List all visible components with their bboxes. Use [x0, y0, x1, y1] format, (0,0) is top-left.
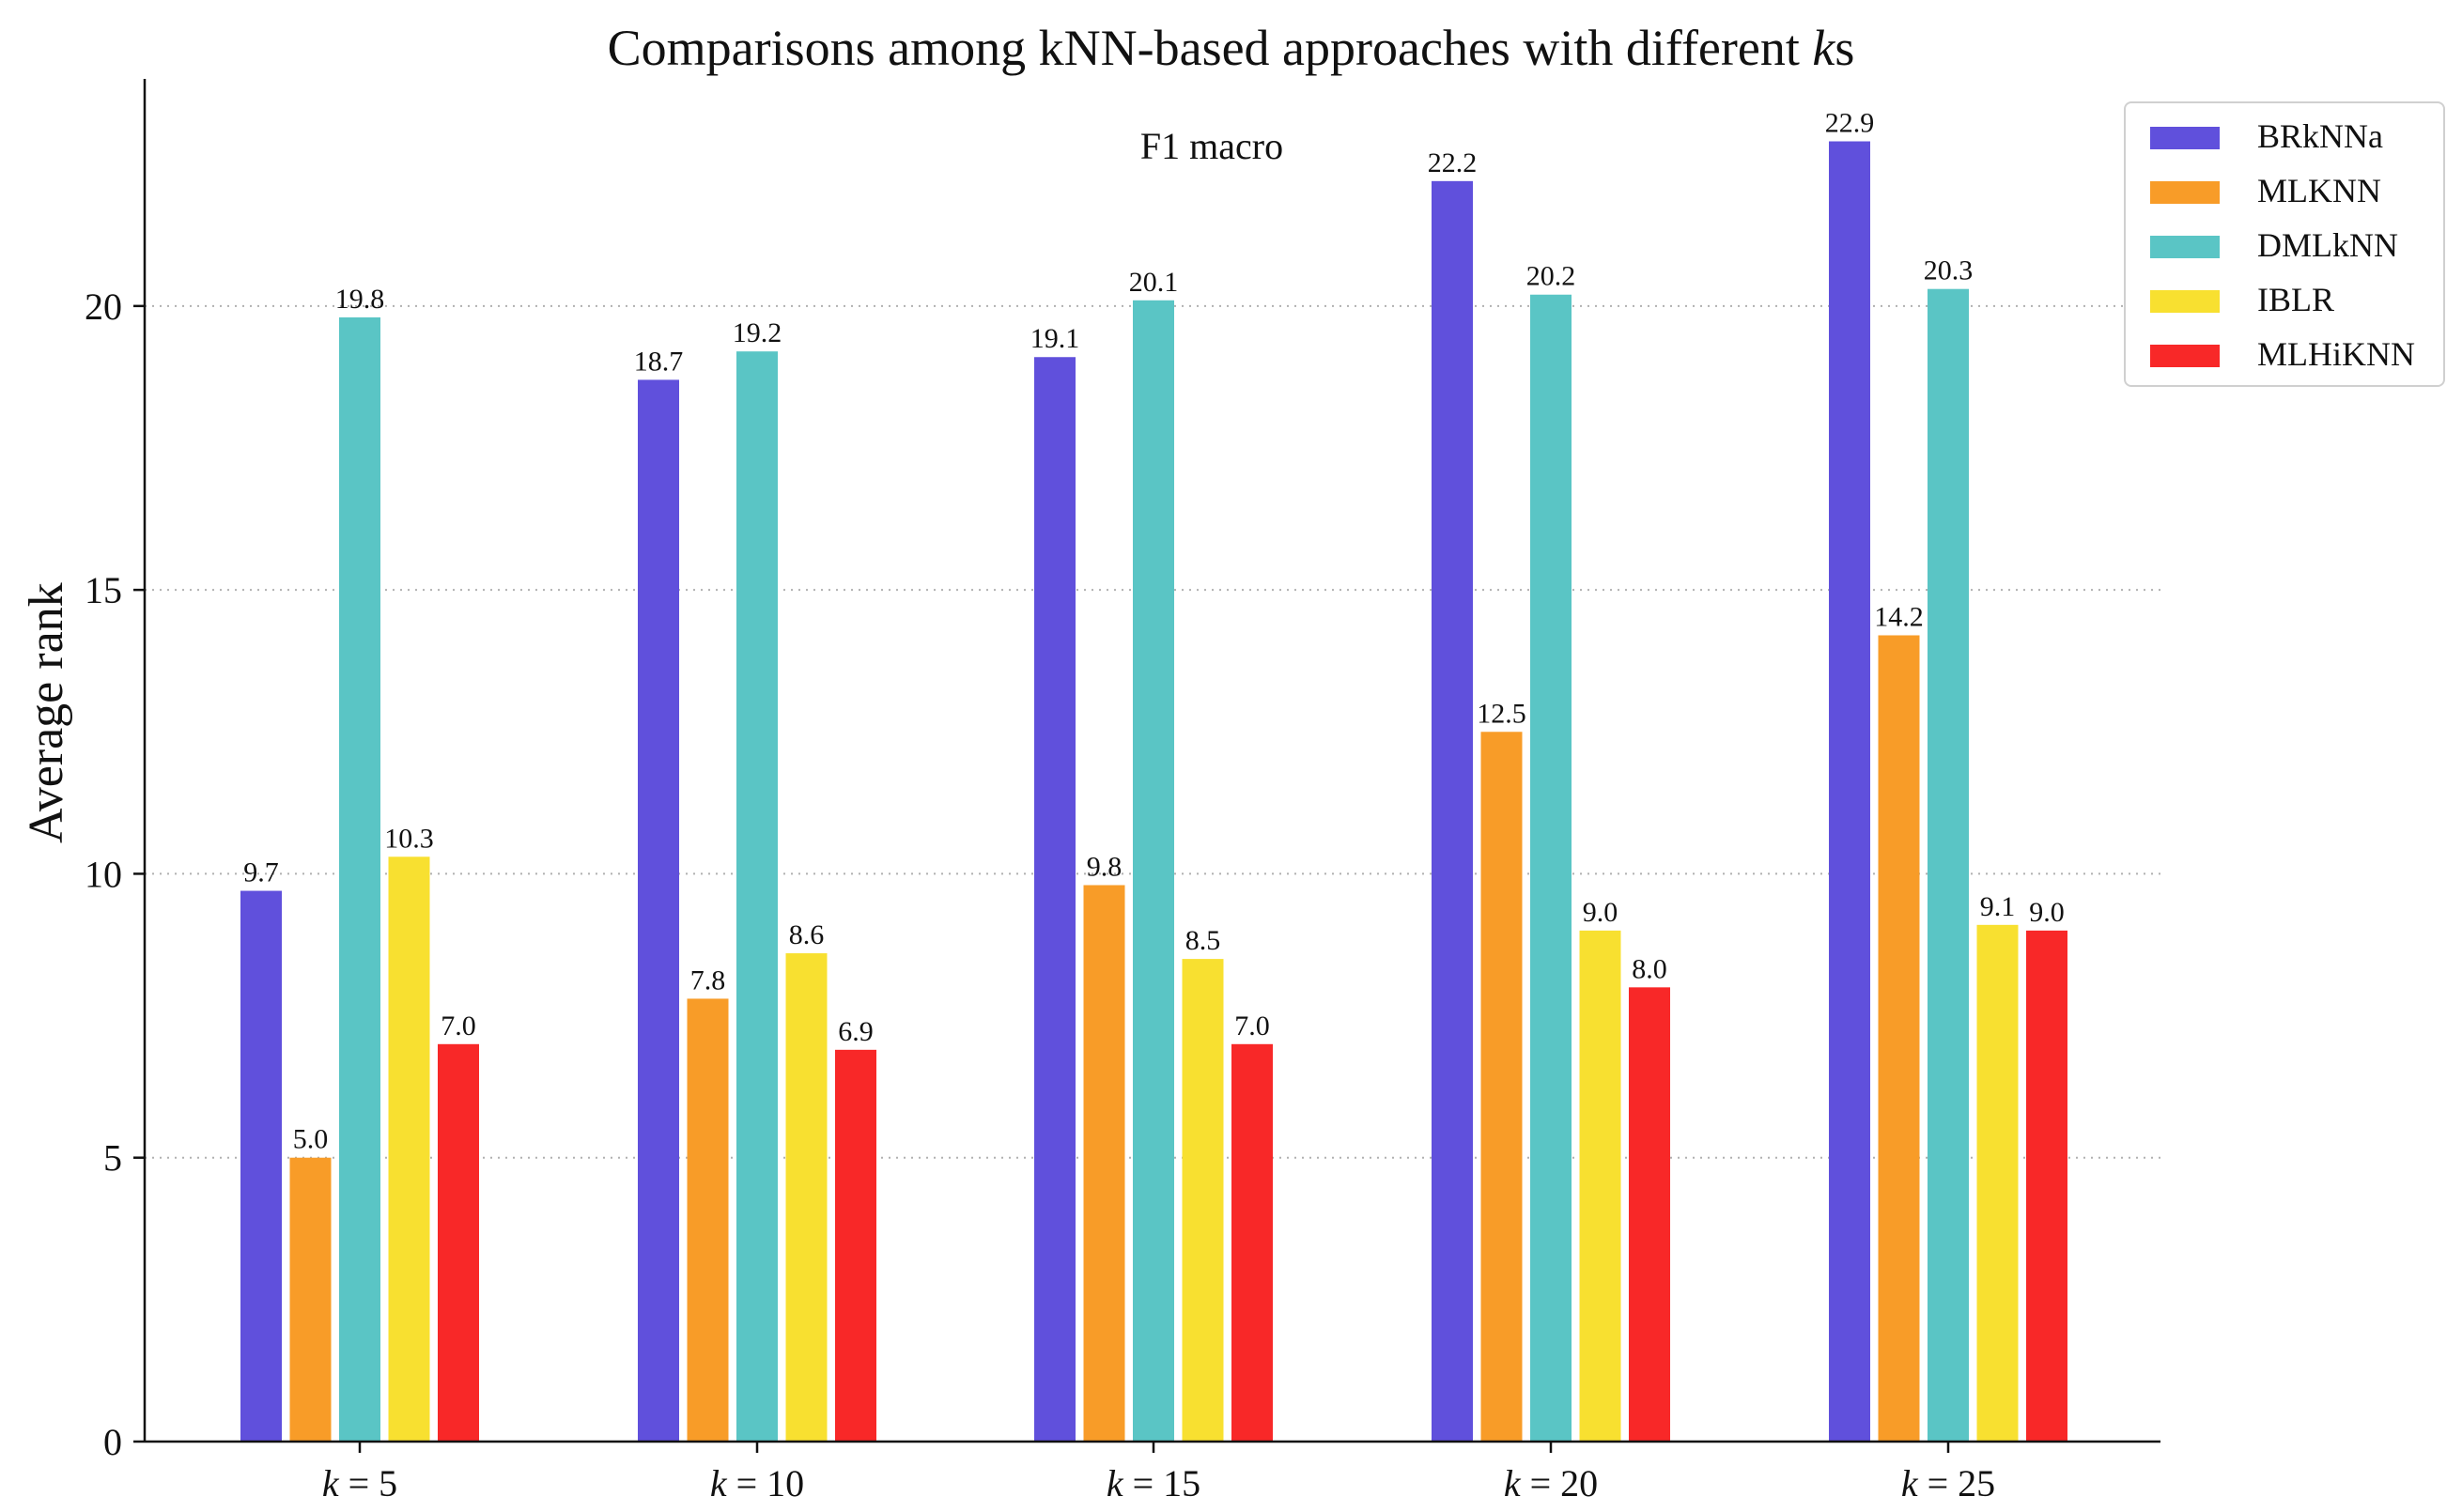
legend-item-mlhiknn: MLHiKNN [2143, 332, 2434, 378]
chart-title: Comparisons among kNN-based approaches w… [0, 19, 2462, 77]
y-tick-label-20: 20 [85, 285, 122, 328]
y-tick-label-5: 5 [103, 1137, 122, 1180]
bar-label-mlknn-k5: 5.0 [293, 1124, 329, 1155]
y-tick-label-10: 10 [85, 853, 122, 895]
legend-item-dmlknn: DMLkNN [2143, 224, 2434, 269]
x-tick-label-k25: k = 25 [1901, 1462, 1995, 1504]
y-axis-label: Average rank [20, 582, 73, 843]
bar-value-labels: 9.7 18.7 19.1 22.2 22.9 5.0 7.8 9.8 12.5 14.2 19.8… [243, 108, 2065, 1155]
bar-label-dmlknn-k10: 19.2 [733, 317, 782, 348]
bar-label-brknna-k10: 18.7 [634, 346, 684, 377]
bar-label-mlknn-k15: 9.8 [1087, 852, 1123, 883]
bar-dmlknn-k20 [1530, 294, 1572, 1442]
chart-title-italic-k: k [1812, 20, 1835, 76]
bar-mlknn-k25 [1878, 635, 1920, 1442]
bar-label-brknna-k20: 22.2 [1428, 147, 1478, 178]
bar-brknna-k25 [1829, 141, 1870, 1443]
x-tick-label-k15: k = 15 [1107, 1462, 1200, 1504]
bar-iblr-k15 [1182, 959, 1224, 1442]
bar-label-dmlknn-k5: 19.8 [335, 284, 385, 315]
bar-label-iblr-k15: 8.5 [1185, 925, 1221, 956]
bar-dmlknn-k5 [339, 316, 380, 1442]
bar-label-dmlknn-k15: 20.1 [1129, 267, 1179, 298]
legend-label-mlknn: MLKNN [2257, 172, 2381, 209]
axes: 0 5 10 15 20 k = 5 k = 10 k = 15 k = 20 k = 25 [85, 79, 2160, 1504]
y-tick-label-15: 15 [85, 569, 122, 611]
bar-label-brknna-k25: 22.9 [1825, 108, 1875, 139]
x-tick-label-k10: k = 10 [710, 1462, 804, 1504]
bar-label-brknna-k15: 19.1 [1030, 323, 1080, 354]
legend-swatch-mlhiknn [2150, 345, 2220, 367]
legend-item-iblr: IBLR [2143, 278, 2434, 323]
bar-mlknn-k5 [289, 1157, 332, 1442]
bar-brknna-k10 [638, 379, 679, 1442]
bar-dmlknn-k10 [736, 351, 778, 1443]
bar-label-brknna-k5: 9.7 [243, 857, 279, 888]
chart-subtitle: F1 macro [1139, 125, 1284, 167]
bar-mlhiknn-k20 [1629, 987, 1670, 1442]
bar-dmlknn-k15 [1133, 300, 1174, 1443]
bar-label-iblr-k20: 9.0 [1583, 897, 1618, 928]
bar-mlknn-k10 [687, 998, 729, 1442]
bar-label-mlhiknn-k25: 9.0 [2029, 897, 2065, 928]
y-tick-label-0: 0 [103, 1421, 122, 1463]
bar-label-mlhiknn-k10: 6.9 [838, 1016, 874, 1047]
legend-swatch-iblr [2150, 290, 2220, 313]
legend-label-brknna: BRkNNa [2257, 117, 2383, 155]
bar-mlknn-k20 [1480, 732, 1523, 1442]
bar-iblr-k25 [1976, 924, 2019, 1442]
legend: BRkNNa MLKNN DMLkNN IBLR MLHiKNN [2124, 101, 2445, 387]
bar-dmlknn-k25 [1928, 288, 1969, 1443]
bar-label-mlhiknn-k15: 7.0 [1234, 1011, 1270, 1041]
bar-label-mlknn-k25: 14.2 [1874, 601, 1924, 632]
legend-label-mlhiknn: MLHiKNN [2257, 335, 2415, 373]
bar-brknna-k15 [1034, 357, 1076, 1442]
bar-mlhiknn-k10 [835, 1049, 876, 1442]
bar-label-mlhiknn-k5: 7.0 [441, 1011, 476, 1041]
bar-label-iblr-k25: 9.1 [1980, 891, 2016, 922]
bar-brknna-k20 [1432, 180, 1473, 1443]
bar-label-iblr-k10: 8.6 [789, 919, 825, 950]
bar-mlhiknn-k5 [438, 1043, 479, 1442]
bar-mlknn-k15 [1083, 885, 1125, 1442]
legend-item-mlknn: MLKNN [2143, 169, 2434, 214]
bar-label-mlknn-k10: 7.8 [690, 964, 726, 995]
bar-label-mlknn-k20: 12.5 [1477, 698, 1526, 729]
chart-title-suffix: s [1835, 20, 1855, 76]
bar-label-mlhiknn-k20: 8.0 [1632, 953, 1667, 984]
bars [240, 141, 2067, 1443]
legend-item-brknna: BRkNNa [2143, 115, 2434, 160]
x-tick-label-k20: k = 20 [1504, 1462, 1598, 1504]
legend-label-iblr: IBLR [2257, 281, 2335, 318]
legend-label-dmlknn: DMLkNN [2257, 226, 2398, 264]
legend-swatch-mlknn [2150, 181, 2220, 204]
bar-label-dmlknn-k25: 20.3 [1924, 255, 1974, 286]
bar-brknna-k5 [240, 890, 282, 1442]
bar-mlhiknn-k15 [1231, 1043, 1273, 1442]
bar-label-dmlknn-k20: 20.2 [1526, 261, 1576, 292]
legend-swatch-brknna [2150, 127, 2220, 149]
x-tick-label-k5: k = 5 [322, 1462, 397, 1504]
bar-label-iblr-k5: 10.3 [384, 823, 434, 854]
bar-iblr-k10 [785, 953, 828, 1442]
bar-iblr-k20 [1579, 930, 1621, 1442]
chart-title-main: Comparisons among kNN-based approaches w… [607, 20, 1813, 76]
bar-mlhiknn-k25 [2026, 930, 2067, 1442]
bar-iblr-k5 [388, 856, 430, 1442]
legend-swatch-dmlknn [2150, 236, 2220, 258]
